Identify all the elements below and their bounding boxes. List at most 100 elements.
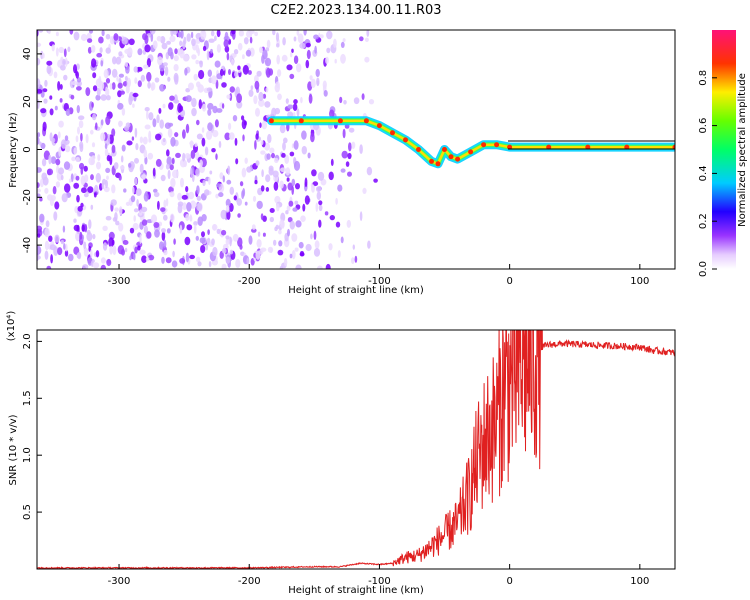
noise-speckle: [132, 103, 135, 108]
noise-speckle: [281, 152, 286, 158]
track-point: [416, 147, 421, 152]
noise-speckle: [204, 146, 209, 156]
noise-speckle: [57, 131, 61, 139]
track-point: [672, 144, 675, 150]
noise-speckle: [185, 95, 192, 103]
noise-speckle: [269, 208, 275, 213]
noise-speckle: [44, 79, 48, 87]
noise-speckle: [183, 160, 188, 168]
noise-speckle: [73, 147, 78, 155]
noise-speckle: [185, 213, 190, 222]
noise-speckle: [185, 123, 190, 134]
bottom-x-ticks: -300 -200 -100 0 100: [108, 564, 649, 587]
noise-speckle: [67, 46, 71, 53]
noise-speckle: [260, 213, 264, 221]
noise-speckle: [254, 80, 260, 90]
noise-speckle: [228, 69, 231, 75]
noise-speckle: [234, 137, 238, 146]
noise-speckle: [330, 158, 334, 166]
noise-speckle: [254, 140, 257, 150]
noise-speckle: [195, 235, 199, 241]
x-tick-label: -100: [368, 276, 391, 287]
noise-speckle: [71, 80, 78, 86]
noise-speckle: [287, 111, 294, 118]
noise-speckle: [190, 31, 194, 39]
noise-speckle: [80, 132, 83, 142]
noise-speckle: [165, 257, 172, 264]
noise-speckle: [294, 247, 299, 252]
noise-speckle: [243, 37, 249, 45]
noise-speckle: [87, 46, 92, 54]
noise-speckle: [140, 74, 146, 82]
noise-speckle: [170, 177, 176, 188]
y-multiplier-label: (x10⁴): [6, 311, 17, 342]
noise-speckle: [169, 191, 175, 198]
noise-speckle: [91, 142, 96, 148]
noise-speckle: [161, 42, 168, 50]
noise-speckle: [112, 245, 117, 256]
noise-speckle: [313, 248, 321, 257]
noise-speckle: [138, 209, 143, 216]
bottom-y-axis-label: SNR (10 * v/v): [8, 414, 19, 485]
noise-speckle: [105, 78, 111, 84]
noise-speckle: [124, 62, 128, 67]
noise-speckle: [293, 99, 298, 105]
noise-speckle: [183, 36, 187, 45]
noise-speckle: [219, 172, 224, 180]
noise-speckle: [285, 167, 291, 176]
noise-speckle: [100, 264, 107, 269]
noise-speckle: [161, 256, 165, 264]
noise-speckle: [232, 53, 236, 59]
noise-speckle: [299, 42, 306, 49]
noise-speckle: [145, 257, 150, 262]
noise-speckle: [340, 168, 346, 173]
track-point: [585, 144, 591, 150]
noise-speckle: [293, 140, 299, 150]
noise-speckle: [324, 211, 329, 216]
noise-speckle: [112, 56, 117, 65]
noise-speckle: [294, 200, 299, 205]
snr-series-line: [37, 330, 675, 569]
noise-speckle: [279, 180, 284, 189]
noise-speckle: [257, 231, 261, 237]
noise-speckle: [172, 169, 179, 179]
x-tick-label: 100: [630, 576, 649, 587]
colorbar-tick-label: 0.2: [698, 213, 709, 229]
noise-speckle: [259, 46, 263, 53]
noise-speckle: [40, 108, 47, 114]
noise-speckle: [160, 207, 166, 213]
noise-speckle: [361, 93, 365, 100]
noise-speckle: [201, 231, 205, 238]
noise-speckle: [85, 87, 91, 97]
noise-speckle: [59, 84, 63, 90]
noise-speckle: [287, 217, 293, 223]
noise-speckle: [134, 246, 138, 254]
noise-speckle: [314, 240, 320, 249]
figure-title: C2E2.2023.134.00.11.R03: [270, 3, 441, 18]
noise-speckle: [226, 94, 231, 100]
noise-speckle: [310, 78, 316, 89]
noise-speckle: [225, 198, 231, 207]
noise-speckle: [278, 229, 282, 235]
noise-speckle: [70, 173, 74, 183]
noise-speckle: [201, 127, 205, 133]
noise-speckle: [239, 181, 244, 187]
noise-speckle: [144, 44, 151, 53]
noise-speckle: [273, 239, 277, 246]
noise-speckle: [277, 249, 284, 256]
colorbar-gradient: [712, 30, 736, 269]
noise-speckle: [248, 235, 253, 245]
noise-speckle: [185, 252, 189, 263]
noise-speckle: [55, 181, 61, 188]
noise-speckle: [351, 141, 356, 149]
noise-speckle: [118, 206, 123, 215]
noise-speckle: [215, 193, 219, 199]
noise-speckle: [359, 144, 363, 155]
noise-speckle: [348, 142, 352, 152]
noise-speckle: [210, 30, 215, 37]
noise-speckle: [112, 217, 118, 222]
noise-speckle: [364, 56, 370, 63]
noise-speckle: [143, 149, 148, 159]
noise-speckle: [52, 186, 57, 195]
